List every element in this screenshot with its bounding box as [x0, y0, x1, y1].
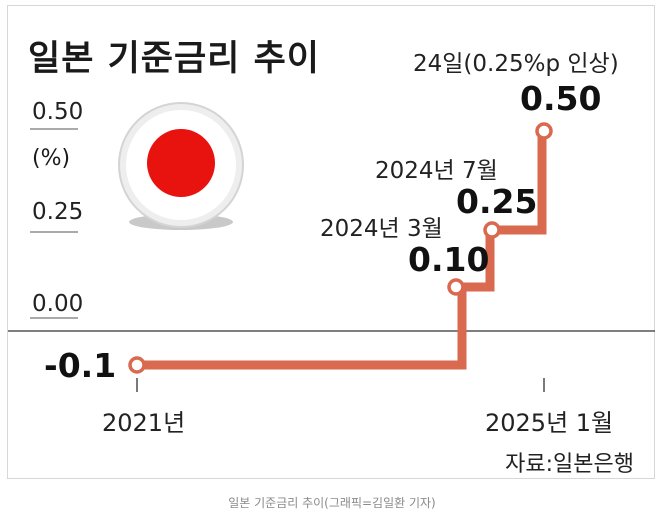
chart-frame [7, 5, 655, 479]
point-annotation: 24일(0.25%p 인상) [413, 51, 619, 77]
data-point [535, 122, 553, 140]
data-point [128, 356, 146, 374]
data-point [447, 278, 465, 296]
data-label: 0.25 [456, 182, 538, 221]
japan-flag-icon [118, 102, 244, 230]
unit-label: (%) [32, 146, 71, 171]
data-label: 0.50 [520, 79, 602, 118]
data-point [483, 221, 501, 239]
xtick-label: 2021년 [102, 409, 186, 437]
image-caption: 일본 기준금리 추이(그래픽=김일환 기자) [228, 496, 436, 510]
source-note: 자료:일본은행 [505, 452, 634, 477]
ytick-label: 0.25 [32, 199, 84, 225]
point-annotation: 2024년 3월 [320, 216, 443, 242]
chart-title: 일본 기준금리 추이 [28, 39, 320, 79]
xtick-label: 2025년 1월 [485, 409, 614, 437]
data-label: -0.1 [44, 346, 117, 385]
data-label: 0.10 [408, 240, 490, 279]
series-line [137, 126, 547, 370]
ytick-label: 0.00 [32, 291, 84, 317]
point-annotation: 2024년 7월 [375, 158, 498, 184]
ytick-label: 0.50 [32, 99, 84, 125]
